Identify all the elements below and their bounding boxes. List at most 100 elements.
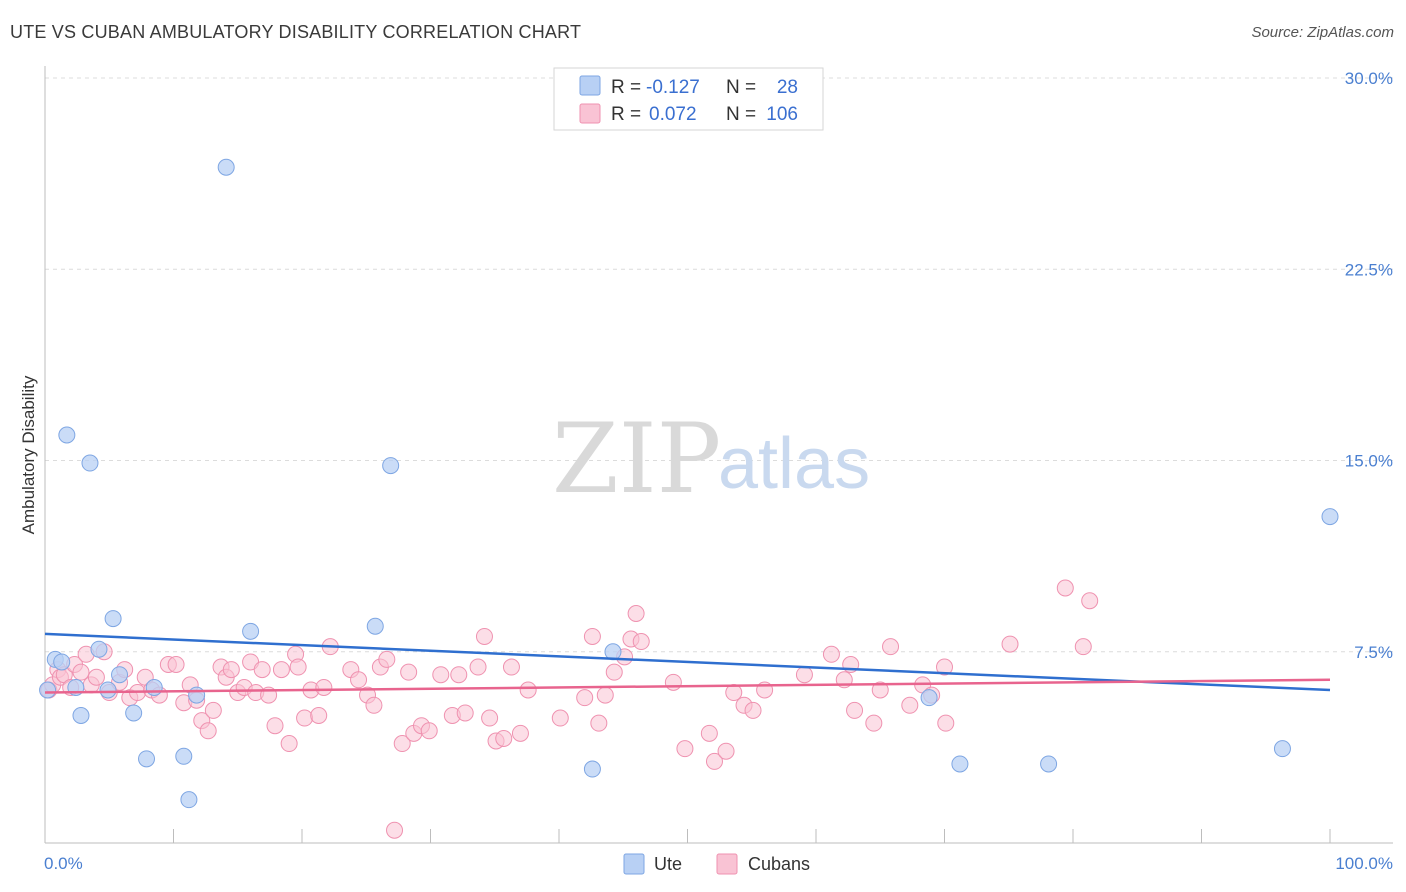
y-tick-labels: 7.5% 15.0% 22.5% 30.0%	[1345, 69, 1393, 662]
gridlines	[45, 77, 1393, 653]
y-tick-label: 30.0%	[1345, 69, 1393, 88]
chart-title: UTE VS CUBAN AMBULATORY DISABILITY CORRE…	[10, 22, 582, 42]
ute-point	[175, 747, 193, 765]
cubans-point	[937, 714, 955, 732]
cubans-point	[1074, 638, 1092, 656]
ute-point	[125, 704, 143, 722]
correlation-legend: R = -0.127 N = 28 R = 0.072 N = 106	[553, 67, 824, 131]
x-tick-label-max: 100.0%	[1335, 854, 1393, 873]
ute-r-value: -0.127	[646, 77, 700, 98]
cubans-point	[475, 627, 493, 645]
cubans-point	[502, 658, 520, 676]
cubans-point	[583, 627, 601, 645]
cubans-r-label: R =	[611, 104, 646, 125]
cubans-point	[795, 666, 813, 684]
ute-point	[366, 617, 384, 635]
ute-point	[53, 653, 71, 671]
trend-lines	[44, 632, 1331, 694]
x-tick-label-min: 0.0%	[44, 854, 83, 873]
ute-point	[382, 457, 400, 475]
cubans-point	[450, 666, 468, 684]
ute-point	[180, 791, 198, 809]
watermark: ZIP atlas	[552, 403, 870, 515]
cubans-point	[871, 681, 889, 699]
cubans-trend-line	[44, 678, 1331, 694]
ute-point	[217, 158, 235, 176]
ute-bottom-swatch	[623, 853, 645, 875]
cubans-point	[901, 696, 919, 714]
cubans-r-value: 0.072	[649, 104, 697, 125]
cubans-point	[432, 666, 450, 684]
cubans-point	[386, 821, 404, 839]
ute-point	[145, 678, 163, 696]
cubans-point	[469, 658, 487, 676]
cubans-point	[393, 735, 411, 753]
cubans-point	[266, 717, 284, 735]
ute-legend-swatch	[579, 75, 601, 96]
cubans-point	[627, 605, 645, 622]
cubans-point	[481, 709, 499, 727]
cubans-point	[1001, 635, 1019, 653]
watermark-zip: ZIP	[552, 403, 721, 515]
cubans-point	[456, 704, 474, 722]
cubans-points	[40, 579, 1099, 839]
ute-r-label: R =	[611, 77, 646, 98]
ute-point	[1321, 508, 1339, 526]
watermark-atlas: atlas	[718, 424, 870, 504]
cubans-point	[400, 663, 418, 681]
cubans-bottom-label: Cubans	[748, 854, 810, 874]
cubans-point	[87, 668, 105, 686]
cubans-point	[1081, 592, 1099, 610]
cubans-point	[590, 714, 608, 732]
ute-point	[90, 640, 108, 658]
cubans-point	[272, 661, 290, 679]
ute-point	[138, 750, 156, 768]
ute-point	[39, 681, 57, 699]
cubans-point	[420, 722, 438, 740]
cubans-point	[936, 658, 953, 676]
cubans-point	[296, 709, 314, 727]
ute-point	[104, 610, 122, 628]
cubans-legend-swatch	[579, 103, 601, 124]
cubans-point	[289, 658, 307, 676]
ute-point	[583, 760, 601, 778]
cubans-point	[199, 722, 217, 740]
ute-trend-line	[44, 632, 1331, 692]
cubans-point	[846, 701, 864, 719]
cubans-point	[705, 752, 723, 770]
ute-point	[58, 426, 76, 444]
cubans-point	[310, 707, 328, 724]
y-axis-label: Ambulatory Disability	[19, 375, 38, 534]
cubans-n-label: N =	[726, 104, 761, 125]
cubans-point	[865, 714, 883, 732]
ute-point	[111, 666, 129, 684]
cubans-point	[676, 740, 694, 758]
cubans-point	[1056, 579, 1074, 597]
cubans-point	[167, 656, 185, 673]
ute-point	[1040, 755, 1058, 773]
cubans-point	[222, 661, 240, 679]
cubans-point	[253, 661, 271, 679]
ute-point	[1273, 740, 1291, 758]
cubans-point	[72, 663, 90, 681]
y-tick-label: 15.0%	[1345, 452, 1393, 471]
cubans-point	[204, 701, 222, 719]
ute-bottom-label: Ute	[654, 854, 682, 874]
cubans-point	[576, 689, 594, 707]
ute-point	[99, 681, 117, 699]
cubans-point	[700, 724, 718, 742]
cubans-point	[315, 678, 333, 696]
cubans-point	[350, 671, 368, 689]
cubans-bottom-swatch	[716, 853, 738, 875]
cubans-point	[744, 701, 762, 719]
ute-n-value: 28	[777, 77, 798, 98]
cubans-point	[596, 686, 614, 704]
cubans-point	[519, 681, 537, 699]
ute-points	[39, 158, 1339, 809]
ute-point	[72, 707, 90, 724]
source-label: Source: ZipAtlas.com	[1251, 24, 1394, 41]
cubans-n-value: 106	[766, 104, 798, 125]
ute-point	[81, 454, 99, 472]
cubans-point	[551, 709, 569, 727]
